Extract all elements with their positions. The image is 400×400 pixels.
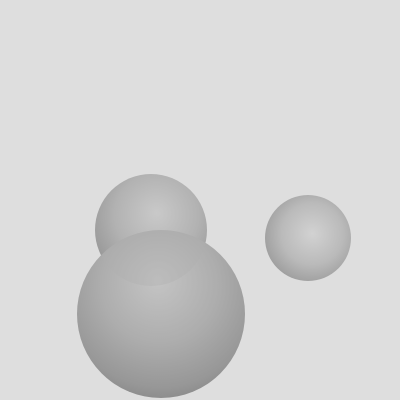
- sphere-front-large: [77, 230, 245, 398]
- sphere-right-small: [265, 195, 351, 281]
